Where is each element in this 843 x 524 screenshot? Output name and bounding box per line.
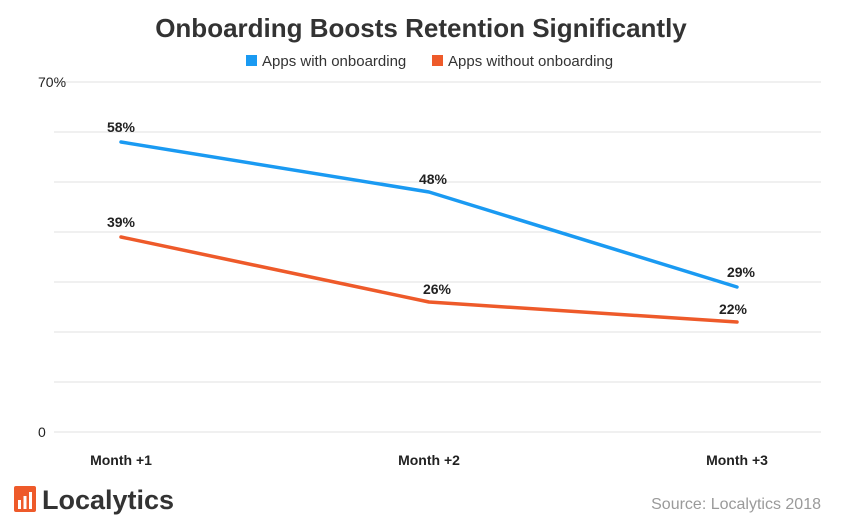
legend-label: Apps with onboarding [262, 53, 406, 70]
source-text: Source: Localytics 2018 [651, 496, 821, 513]
x-axis: Month +1 Month +2 Month +3 [90, 452, 768, 468]
bar-chart-logo-icon [14, 486, 36, 512]
y-tick-label: 70% [38, 74, 66, 90]
data-label: 29% [727, 264, 756, 280]
series-line-1 [119, 140, 739, 289]
legend-swatch [246, 55, 257, 66]
logo-text: Localytics [42, 485, 174, 515]
chart-title: Onboarding Boosts Retention Significantl… [155, 13, 687, 43]
series-line-2 [119, 235, 739, 324]
legend-swatch [432, 55, 443, 66]
x-tick-label: Month +2 [398, 452, 460, 468]
y-axis: 0 70% [38, 74, 66, 440]
x-tick-label: Month +1 [90, 452, 152, 468]
data-label: 26% [423, 281, 452, 297]
series-group [119, 140, 739, 324]
data-label: 39% [107, 214, 136, 230]
data-label: 22% [719, 301, 748, 317]
gridlines [54, 81, 821, 433]
data-label: 48% [419, 171, 448, 187]
localytics-logo: Localytics [14, 485, 174, 515]
y-tick-label: 0 [38, 424, 46, 440]
x-tick-label: Month +3 [706, 452, 768, 468]
legend: Apps with onboarding Apps without onboard… [246, 53, 613, 70]
data-label: 58% [107, 119, 136, 135]
legend-label: Apps without onboarding [448, 53, 613, 70]
data-labels: 58% 48% 29% 39% 26% 22% [107, 119, 756, 317]
